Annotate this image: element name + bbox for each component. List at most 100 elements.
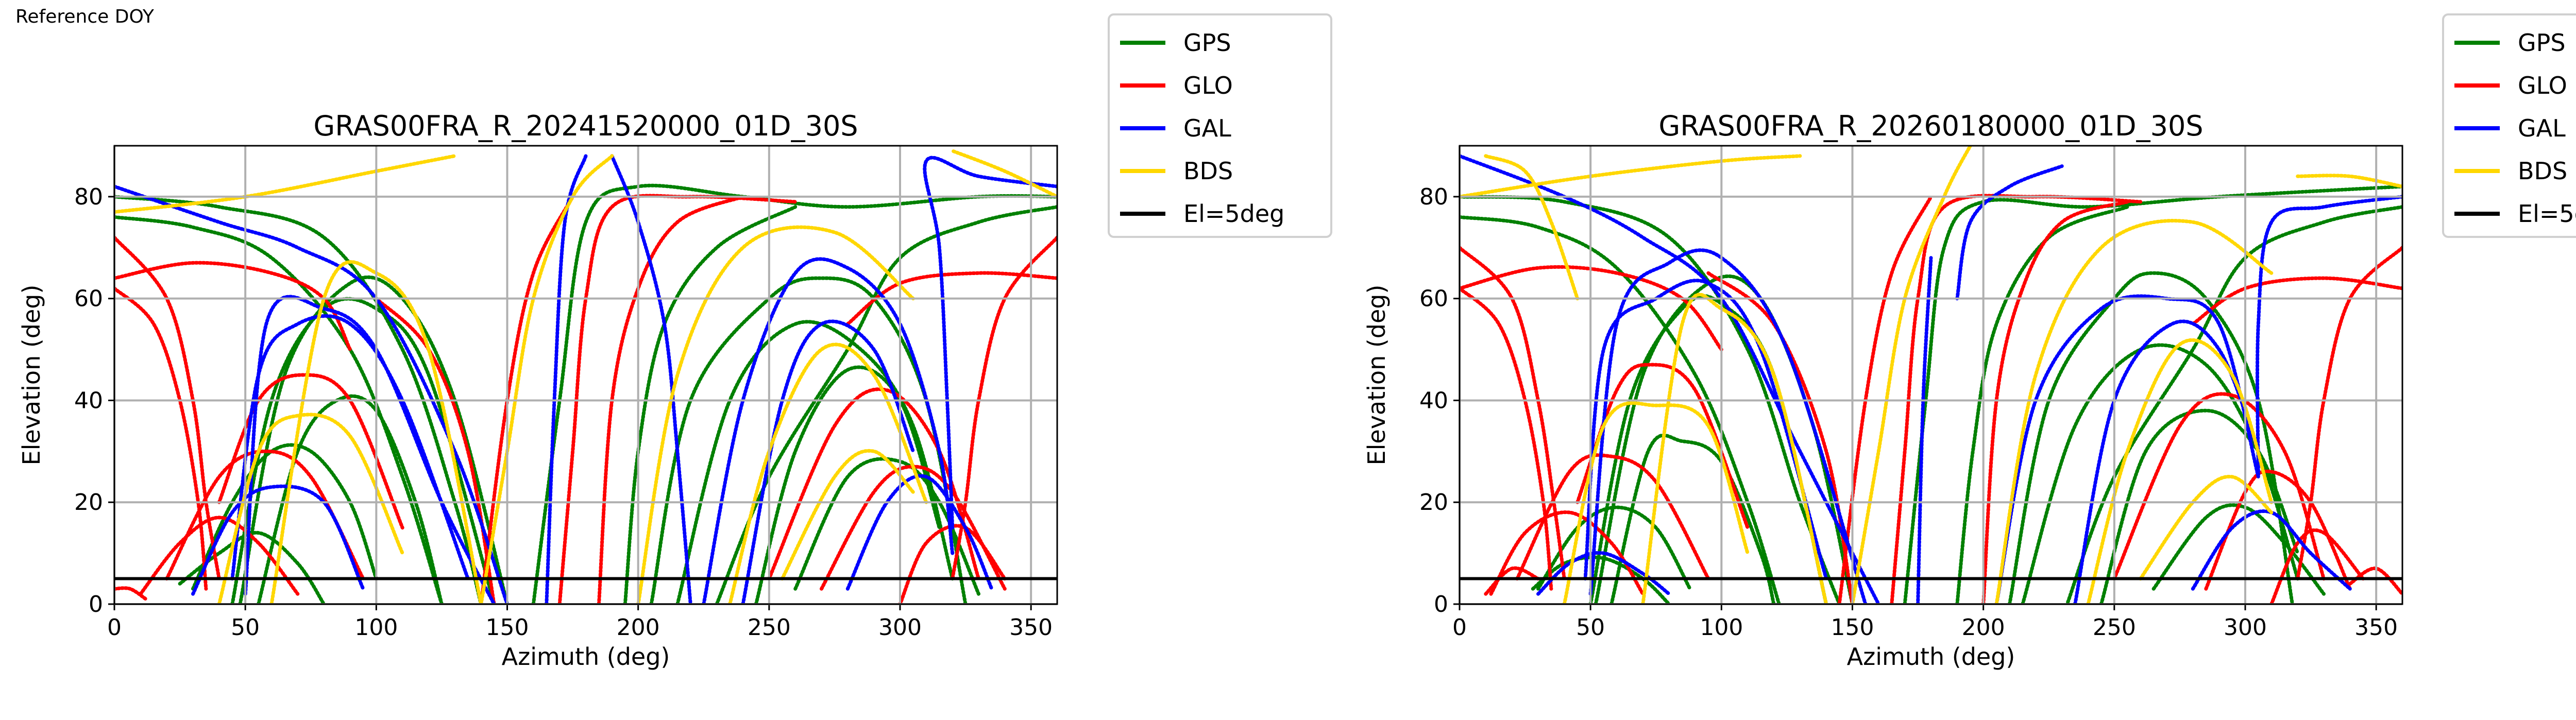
- track-bds-6: [636, 225, 915, 604]
- legend-item-el-5deg: El=5deg: [1120, 200, 1284, 228]
- x-tick-label: 350: [2354, 614, 2398, 641]
- y-tick-label: 80: [1419, 184, 1448, 210]
- y-tick-label: 60: [74, 286, 103, 312]
- track-glo-4: [1489, 510, 1645, 596]
- track-glo-10: [2112, 392, 2326, 581]
- track-gps-7: [675, 320, 955, 604]
- x-axis-label: Azimuth (deg): [502, 643, 670, 671]
- legend-label: GAL: [2518, 114, 2566, 142]
- track-glo-13: [597, 195, 745, 604]
- track-bds-7: [951, 149, 1057, 199]
- series-gal: [114, 154, 1057, 604]
- y-axis-label: Elevation (deg): [1363, 285, 1391, 466]
- track-bds-1: [217, 413, 404, 604]
- track-gps-9: [1460, 215, 1781, 604]
- track-bds-9: [1484, 154, 1580, 301]
- track-gal-4: [545, 154, 588, 604]
- track-glo-13: [1981, 200, 2129, 604]
- track-gal-6: [702, 257, 955, 604]
- track-bds-4: [479, 154, 614, 604]
- track-gps-11: [1609, 433, 1776, 604]
- y-tick-label: 0: [1434, 591, 1448, 618]
- figure-label: Reference DOY: [15, 6, 154, 27]
- x-tick-label: 100: [354, 614, 398, 641]
- track-gps-3: [191, 443, 378, 591]
- track-glo-7: [2191, 276, 2402, 326]
- legend-item-bds: BDS: [2454, 157, 2567, 185]
- legend-label: BDS: [2518, 157, 2567, 185]
- y-axis-label: Elevation (deg): [18, 285, 45, 466]
- tracks: [114, 149, 1057, 604]
- track-glo-16: [374, 297, 496, 604]
- x-tick-label: 300: [878, 614, 922, 641]
- track-bds-5: [2086, 338, 2274, 604]
- track-glo-3: [114, 286, 208, 591]
- legend-label: GLO: [2518, 72, 2567, 99]
- track-glo-2: [114, 235, 221, 581]
- track-gps-10: [2065, 205, 2402, 604]
- track-gal-5: [610, 154, 692, 604]
- legend-item-glo: GLO: [2454, 72, 2567, 99]
- track-glo-12: [1837, 195, 1933, 604]
- legend-label: GPS: [1183, 29, 1231, 57]
- y-tick-label: 20: [74, 489, 103, 516]
- legend: GPS GLO GAL BDS El=5deg: [2442, 13, 2576, 238]
- legend: GPS GLO GAL BDS El=5deg: [1108, 13, 1332, 238]
- track-gps-14: [754, 365, 941, 604]
- track-gps-14: [2099, 408, 2300, 604]
- track-gal-10: [741, 319, 915, 604]
- track-glo-15: [898, 524, 1007, 604]
- legend-item-gps: GPS: [1120, 29, 1231, 57]
- track-gps-5: [531, 183, 1057, 604]
- y-tick-label: 20: [1419, 489, 1448, 516]
- track-bds-7: [2296, 174, 2402, 188]
- legend-label: GPS: [2518, 29, 2566, 57]
- track-gal-3: [1460, 154, 1880, 604]
- x-tick-label: 100: [1700, 614, 1743, 641]
- track-gal-2: [1588, 248, 1868, 604]
- track-bds-1: [1562, 401, 1750, 604]
- x-tick-label: 150: [486, 614, 529, 641]
- series-gps: [1460, 184, 2402, 604]
- x-tick-label: 50: [231, 614, 260, 641]
- track-glo-12: [479, 195, 575, 604]
- track-glo-5: [1515, 453, 1710, 581]
- chart-title: GRAS00FRA_R_20241520000_01D_30S: [313, 110, 858, 142]
- y-tick-label: 40: [1419, 387, 1448, 414]
- x-tick-label: 200: [1962, 614, 2005, 641]
- track-gal-1: [1583, 279, 1828, 581]
- track-glo-3: [1460, 286, 1553, 591]
- chart-panel-1: 0 50 100 150 200 250 300 350 0 20 40 60 80 GRAS00FRA_…: [18, 13, 1332, 671]
- x-tick-label: 50: [1576, 614, 1605, 641]
- track-glo-14: [114, 586, 148, 601]
- track-glo-14: [1484, 566, 1540, 596]
- track-gps-12: [1955, 205, 2129, 604]
- track-gal-4: [1916, 256, 1933, 604]
- track-gps-8: [793, 457, 980, 596]
- y-tick-label: 40: [74, 387, 103, 414]
- track-gal-8: [191, 484, 365, 596]
- legend-label: BDS: [1183, 157, 1233, 185]
- track-gal-9: [923, 156, 1057, 530]
- track-bds-6: [1994, 219, 2274, 604]
- track-gal-7: [845, 474, 994, 591]
- legend-item-glo: GLO: [1120, 72, 1233, 99]
- series-bds: [114, 149, 1057, 604]
- x-tick-label: 150: [1831, 614, 1874, 641]
- legend-item-gal: GAL: [1120, 114, 1231, 142]
- track-gps-13: [1531, 555, 1671, 604]
- track-gps-2: [238, 275, 509, 604]
- series-gps: [114, 183, 1057, 604]
- track-gal-2: [243, 295, 496, 604]
- legend-item-gal: GAL: [2454, 114, 2566, 142]
- track-bds-3: [114, 154, 457, 214]
- y-tick-label: 0: [89, 591, 103, 618]
- track-gps-6: [2008, 271, 2294, 604]
- x-axis-label: Azimuth (deg): [1847, 643, 2015, 671]
- track-gps-7: [2021, 343, 2300, 604]
- series-bds: [1460, 146, 2402, 604]
- legend-label: El=5deg: [2518, 200, 2576, 228]
- track-gps-11: [257, 394, 444, 604]
- axes-frame: [113, 145, 1058, 605]
- track-glo-2: [1460, 246, 1566, 581]
